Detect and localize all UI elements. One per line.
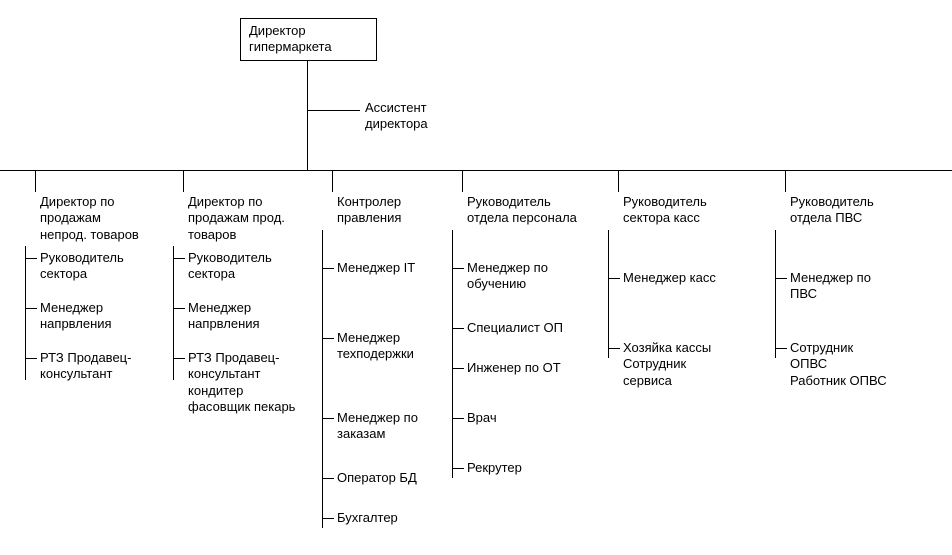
- item-tick: [173, 258, 185, 259]
- item-tick: [322, 338, 334, 339]
- item-tick: [25, 308, 37, 309]
- assistant-branch-line: [307, 110, 360, 111]
- branch-spine: [608, 230, 609, 358]
- branch-head: Руководитель сектора касс: [623, 194, 707, 227]
- item-tick: [25, 258, 37, 259]
- item-tick: [775, 348, 787, 349]
- branch-item: Менеджер касс: [623, 270, 716, 286]
- branch-spine: [173, 246, 174, 380]
- item-tick: [322, 268, 334, 269]
- branch-spine: [775, 230, 776, 358]
- branch-item: Менеджер напрвления: [188, 300, 260, 333]
- main-horizontal: [0, 170, 952, 171]
- item-tick: [452, 368, 464, 369]
- branch-drop: [462, 170, 463, 192]
- item-tick: [608, 348, 620, 349]
- branch-item: Руководитель сектора: [188, 250, 272, 283]
- branch-item: Оператор БД: [337, 470, 417, 486]
- branch-head: Директор по продажам непрод. товаров: [40, 194, 139, 243]
- item-tick: [322, 418, 334, 419]
- branch-item: Бухгалтер: [337, 510, 398, 526]
- branch-item: Руководитель сектора: [40, 250, 124, 283]
- branch-spine: [322, 230, 323, 528]
- item-tick: [452, 328, 464, 329]
- branch-head: Руководитель отдела персонала: [467, 194, 577, 227]
- branch-drop: [785, 170, 786, 192]
- branch-spine: [25, 246, 26, 380]
- item-tick: [452, 418, 464, 419]
- assistant-label: Ассистент директора: [365, 100, 428, 133]
- branch-drop: [183, 170, 184, 192]
- branch-head: Директор по продажам прод. товаров: [188, 194, 285, 243]
- branch-item: РТЗ Продавец- консультант кондитер фасов…: [188, 350, 295, 415]
- root-stem: [307, 60, 308, 170]
- branch-drop: [332, 170, 333, 192]
- item-tick: [322, 518, 334, 519]
- branch-item: Менеджер техподержки: [337, 330, 414, 363]
- branch-head: Руководитель отдела ПВС: [790, 194, 874, 227]
- item-tick: [173, 308, 185, 309]
- branch-item: Хозяйка кассы Сотрудник сервиса: [623, 340, 711, 389]
- branch-item: Врач: [467, 410, 497, 426]
- item-tick: [322, 478, 334, 479]
- org-chart: Директор гипермаркета Ассистент директор…: [0, 0, 952, 555]
- branch-drop: [35, 170, 36, 192]
- item-tick: [25, 358, 37, 359]
- item-tick: [608, 278, 620, 279]
- branch-item: Менеджер IT: [337, 260, 415, 276]
- branch-item: РТЗ Продавец- консультант: [40, 350, 131, 383]
- branch-item: Инженер по ОТ: [467, 360, 561, 376]
- branch-drop: [618, 170, 619, 192]
- branch-item: Рекрутер: [467, 460, 522, 476]
- item-tick: [775, 278, 787, 279]
- branch-item: Специалист ОП: [467, 320, 563, 336]
- branch-item: Сотрудник ОПВС Работник ОПВС: [790, 340, 887, 389]
- branch-item: Менеджер по обучению: [467, 260, 548, 293]
- root-node: Директор гипермаркета: [240, 18, 377, 61]
- branch-item: Менеджер напрвления: [40, 300, 112, 333]
- item-tick: [452, 268, 464, 269]
- item-tick: [452, 468, 464, 469]
- branch-item: Менеджер по заказам: [337, 410, 418, 443]
- item-tick: [173, 358, 185, 359]
- branch-head: Контролер правления: [337, 194, 401, 227]
- branch-item: Менеджер по ПВС: [790, 270, 871, 303]
